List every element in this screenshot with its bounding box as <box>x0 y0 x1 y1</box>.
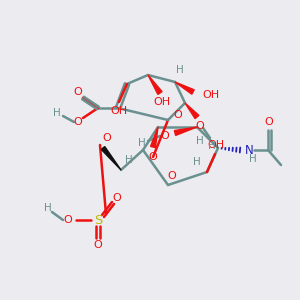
Text: O: O <box>148 152 158 162</box>
Text: H: H <box>44 203 52 213</box>
Text: O: O <box>103 133 111 143</box>
Text: OH: OH <box>202 90 219 100</box>
Text: O: O <box>168 171 176 181</box>
Polygon shape <box>148 75 162 94</box>
Text: H: H <box>53 108 61 118</box>
Text: N: N <box>244 143 253 157</box>
Text: O: O <box>74 87 82 97</box>
Polygon shape <box>151 127 158 148</box>
Polygon shape <box>175 82 194 94</box>
Text: O: O <box>112 193 122 203</box>
Text: O: O <box>64 215 72 225</box>
Text: O: O <box>174 110 182 120</box>
Text: O: O <box>196 121 204 131</box>
Polygon shape <box>185 103 199 118</box>
Text: S: S <box>94 214 102 226</box>
Text: O: O <box>74 117 82 127</box>
Text: O: O <box>265 117 273 127</box>
Polygon shape <box>101 147 121 170</box>
Text: H: H <box>193 157 201 167</box>
Text: OH: OH <box>153 97 171 107</box>
Text: O: O <box>94 240 102 250</box>
Text: OH: OH <box>207 140 225 150</box>
Text: H: H <box>176 65 184 75</box>
Text: H: H <box>125 155 133 165</box>
Text: H: H <box>196 136 204 146</box>
Polygon shape <box>174 127 197 135</box>
Text: H: H <box>208 141 216 151</box>
Text: H: H <box>249 154 257 164</box>
Text: O: O <box>160 131 169 141</box>
Text: H: H <box>138 138 146 148</box>
Text: OH: OH <box>110 106 127 116</box>
